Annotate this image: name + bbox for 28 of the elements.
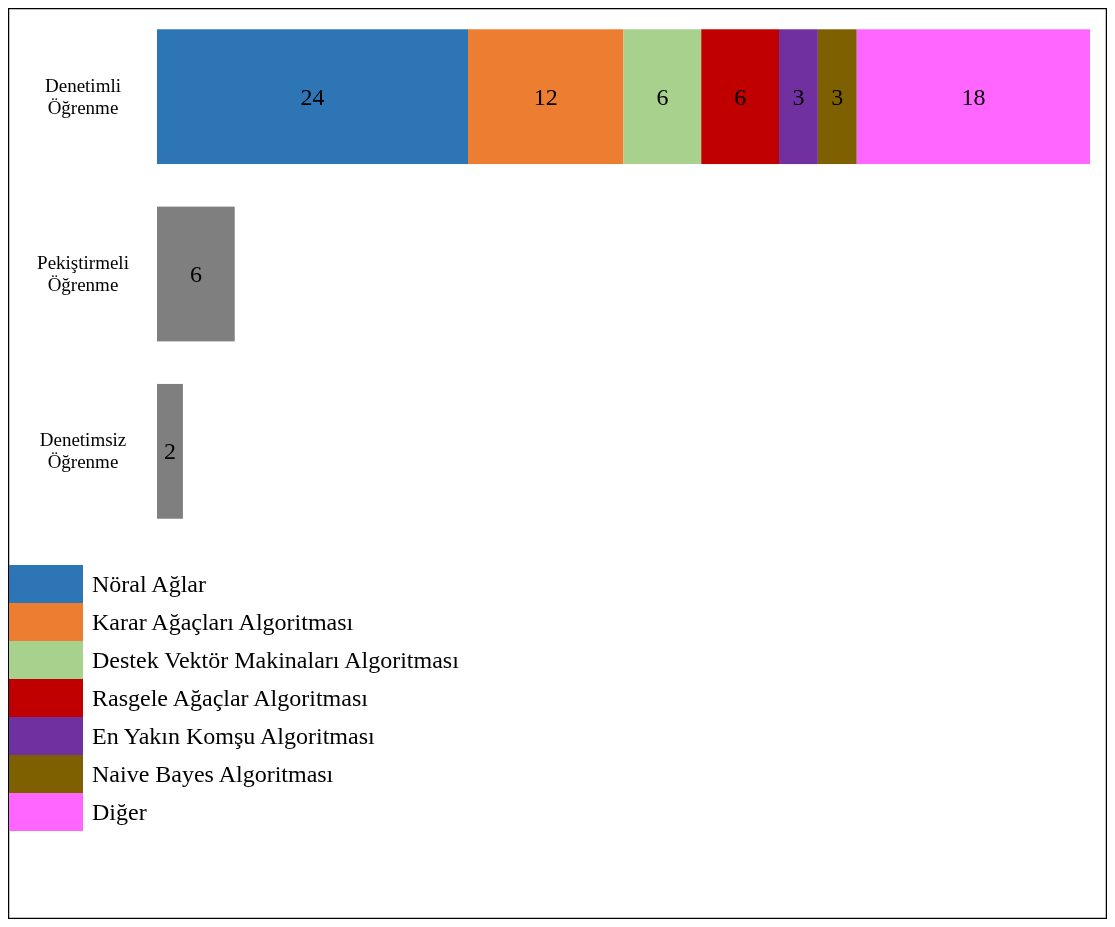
data-label: 6 bbox=[656, 83, 669, 110]
data-label: 6 bbox=[734, 83, 747, 110]
bar bbox=[157, 383, 183, 519]
data-label: 12 bbox=[533, 83, 558, 110]
bar bbox=[157, 29, 468, 165]
legend-label: En Yakın Komşu Algoritması bbox=[92, 723, 376, 749]
y-tick-label: Denetimli Öğrenme bbox=[45, 74, 121, 118]
y-tick-label: Denetimsiz Öğrenme bbox=[39, 429, 127, 473]
bar bbox=[701, 29, 779, 165]
data-label: 6 bbox=[189, 261, 202, 287]
data-label: 18 bbox=[961, 83, 986, 110]
y-tick-label: Pekiştirmeli Öğrenme bbox=[37, 252, 129, 295]
data-label: 3 bbox=[831, 83, 844, 110]
bar bbox=[468, 29, 624, 165]
bar bbox=[623, 29, 702, 165]
legend-label: Diğer bbox=[92, 799, 147, 825]
bar bbox=[157, 206, 235, 342]
bar bbox=[779, 29, 818, 165]
legend-label: Karar Ağaçları Algoritması bbox=[92, 609, 354, 635]
legend-label: Naive Bayes Algoritması bbox=[92, 761, 334, 787]
bar bbox=[856, 29, 1090, 165]
data-label: 3 bbox=[792, 83, 805, 110]
legend-label: Nöral Ağlar bbox=[92, 571, 206, 597]
data-label: 2 bbox=[163, 438, 176, 465]
data-label: 24 bbox=[300, 83, 325, 110]
legend-label: Destek Vektör Makinaları Algoritması bbox=[92, 647, 460, 673]
bar bbox=[817, 29, 857, 165]
legend-label: Rasgele Ağaçlar Algoritması bbox=[92, 685, 369, 711]
